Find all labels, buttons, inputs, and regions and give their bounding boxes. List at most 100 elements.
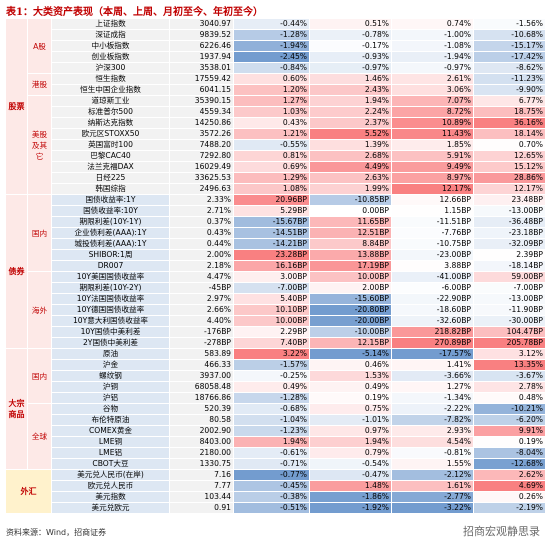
asset-name: COMEX黄金 [51,425,170,437]
change-cell: -0.71% [233,458,310,470]
change-cell: 2.68% [309,150,392,162]
change-cell: -10.21% [473,403,546,415]
change-cell: -17.42% [473,51,546,63]
change-cell: -14.21BP [233,238,310,250]
table-row: 国债收益率:10Y 2.71% 5.29BP 0.00BP 1.15BP -13.00BP [6,205,546,217]
asset-value: 583.89 [169,348,234,360]
change-cell: 205.78BP [473,337,546,349]
change-cell: -1.56% [473,18,546,30]
asset-name: 10Y意大利国债收益率 [51,315,170,327]
table-row: LME铝 2180.00 -0.61% 0.79% -0.81% -8.04% [6,447,546,459]
table-row: 债券 国内 国债收益率:1Y 2.33% 20.96BP -10.85BP 12.66BP 2… [5,194,546,349]
change-cell: 0.00BP [309,205,392,217]
change-cell: -1.28% [233,29,310,41]
table-row: 大宗商品 国内 原油 583.89 3.22% -5.14% -17.57% 3.12% [5,348,546,470]
asset-value: 7488.20 [169,139,234,151]
asset-value: 0.37% [169,216,234,228]
change-cell: -1.92% [309,502,392,514]
asset-value: 0.91 [169,502,234,514]
asset-name: 深证成指 [51,29,170,41]
asset-name: 期限利差(10Y-2Y) [51,282,170,294]
change-cell: 270.89BP [391,337,474,349]
table-row: 创业板指数 1937.94 -2.45% -0.93% -1.94% -17.42% [6,51,546,63]
change-cell: 2.24% [309,106,392,118]
asset-value: 6226.46 [169,40,234,52]
change-cell: -9.90% [473,84,546,96]
table-row: COMEX黄金 2002.90 -1.23% 0.97% 2.93% 9.91% [6,425,546,437]
asset-name: 沪深300 [51,62,170,74]
group-label: 海外 [27,271,52,349]
asset-value: 1330.75 [169,458,234,470]
asset-value: 6041.15 [169,84,234,96]
asset-name: 道琼斯工业 [51,95,170,107]
asset-name: 韩国综指 [51,183,170,195]
section-label: 外汇 [5,469,52,514]
asset-value: 3937.00 [169,370,234,382]
asset-name: 10Y国债中美利差 [51,326,170,338]
table-row: 沪金 466.33 -1.57% 0.46% 1.41% 13.35% [6,359,546,371]
asset-value: 3040.97 [169,18,234,30]
table-row: 沪深300 3538.01 -0.84% -0.97% -0.97% -8.62% [6,62,546,74]
asset-value: 2.97% [169,293,234,305]
change-cell: -0.55% [233,139,310,151]
change-cell: -2.77% [391,491,474,503]
asset-name: 沪铜 [51,381,170,393]
change-cell: 12.65% [473,150,546,162]
change-cell: 23.28BP [233,249,310,261]
change-cell: 4.69% [473,480,546,492]
change-cell: -11.23% [473,73,546,85]
change-cell: -14.51BP [233,227,310,239]
change-cell: -0.61% [233,447,310,459]
asset-name: 城投债利差(AAA):1Y [51,238,170,250]
change-cell: -8.62% [473,62,546,74]
change-cell: 3.22% [233,348,310,360]
change-cell: -32.60BP [391,315,474,327]
asset-name: LME铝 [51,447,170,459]
asset-name: 布伦特原油 [51,414,170,426]
change-cell: 0.81% [233,150,310,162]
change-cell: 1.41% [391,359,474,371]
change-cell: 1.08% [233,183,310,195]
change-cell: -1.94% [233,40,310,52]
change-cell: 104.47BP [473,326,546,338]
table-row: 标准普尔500 4559.34 1.03% 2.24% 8.72% 18.75% [6,106,546,118]
change-cell: 1.61% [391,480,474,492]
asset-value: 466.33 [169,359,234,371]
change-cell: 11.43% [391,128,474,140]
change-cell: -10.00BP [309,326,392,338]
table-row: 欧元区STOXX50 3572.26 1.21% 5.52% 11.43% 18.14% [6,128,546,140]
change-cell: 2.37% [309,117,392,129]
change-cell: 1.99% [309,183,392,195]
change-cell: 1.53% [309,370,392,382]
change-cell: -17.57% [391,348,474,360]
change-cell: -23.18BP [473,227,546,239]
change-cell: 0.51% [309,18,392,30]
change-cell: 6.77% [473,95,546,107]
change-cell: 5.52% [309,128,392,140]
asset-name: DR007 [51,260,170,272]
change-cell: 28.86% [473,172,546,184]
asset-value: 18766.86 [169,392,234,404]
change-cell: 0.60% [233,73,310,85]
source-note: 资料来源：Wind，招商证券 [6,528,107,537]
change-cell: -2.45% [233,51,310,63]
table-row: 沪铜 68058.48 0.49% 0.49% 1.27% 2.78% [6,381,546,393]
group-label: A股 [27,18,52,74]
asset-value: 80.58 [169,414,234,426]
change-cell: 0.75% [309,403,392,415]
change-cell: -0.45% [233,480,310,492]
group-label: 全球 [27,403,52,470]
asset-value: 2496.63 [169,183,234,195]
change-cell: -18.14BP [473,260,546,272]
asset-value: -278BP [169,337,234,349]
asset-name: 恒生中国企业指数 [51,84,170,96]
asset-value: 2.71% [169,205,234,217]
change-cell: -15.17% [473,40,546,52]
change-cell: 1.94% [309,95,392,107]
table-row: 韩国综指 2496.63 1.08% 1.99% 12.17% 12.17% [6,183,546,195]
change-cell: -0.77% [233,469,310,481]
table-row: 股票 A股 上证指数 3040.97 -0.44% 0.51% 0.74% -1.56% [5,18,546,195]
change-cell: 0.69% [233,161,310,173]
